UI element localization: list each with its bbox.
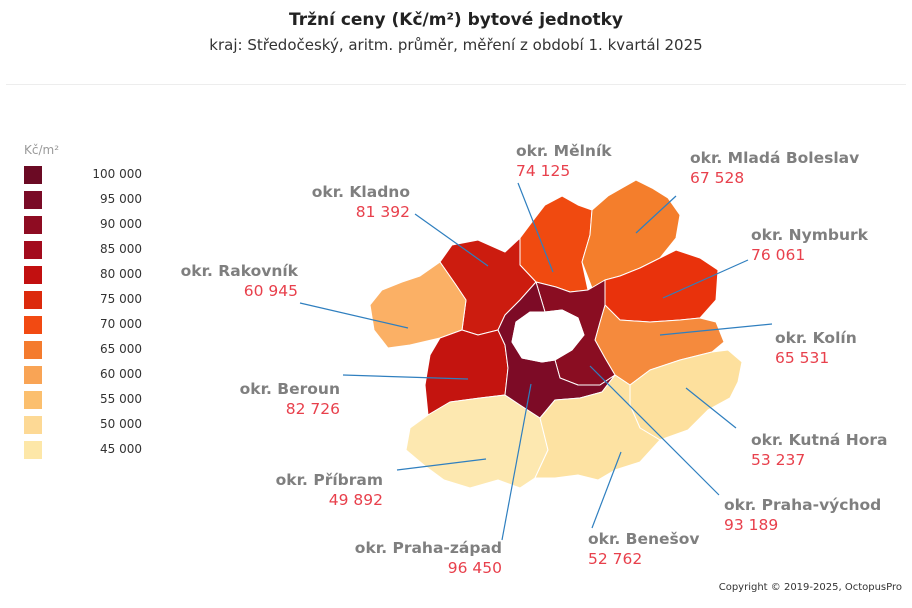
district-name: okr. Mladá Boleslav (690, 149, 859, 167)
legend-label: 80 000 (100, 267, 142, 281)
district-value: 81 392 (356, 203, 410, 221)
leader-line-praha-zapad (501, 383, 532, 541)
district-mlada-boleslav[interactable] (581, 179, 681, 289)
district-name: okr. Kladno (312, 183, 410, 201)
legend-swatch (24, 291, 42, 309)
leader-line-kladno (414, 213, 489, 267)
legend-label: 65 000 (100, 342, 142, 356)
legend-label: 85 000 (100, 242, 142, 256)
leader-line-rakovnik (299, 302, 409, 329)
district-name: okr. Mělník (516, 142, 612, 160)
district-value: 49 892 (329, 491, 383, 509)
leader-line-benesov (591, 451, 622, 529)
district-value: 82 726 (286, 400, 340, 418)
district-name: okr. Praha-východ (724, 496, 881, 514)
leader-line-melnik (517, 182, 554, 273)
legend-swatch (24, 391, 42, 409)
legend-swatch (24, 216, 42, 234)
legend-swatch (24, 191, 42, 209)
legend-swatch (24, 441, 42, 459)
district-value: 65 531 (775, 349, 829, 367)
legend-label: 95 000 (100, 192, 142, 206)
leader-line-beroun (342, 374, 469, 380)
leader-line-pribram (396, 458, 487, 471)
district-value: 74 125 (516, 162, 570, 180)
leader-line-kolin (659, 323, 773, 336)
leader-line-mlada-boleslav (635, 195, 677, 234)
legend-label: 45 000 (100, 442, 142, 456)
district-name: okr. Příbram (276, 471, 383, 489)
legend-swatch (24, 166, 42, 184)
legend-swatch (24, 241, 42, 259)
district-value: 67 528 (690, 169, 744, 187)
district-name: okr. Kolín (775, 329, 857, 347)
legend-swatch (24, 366, 42, 384)
legend-label: 90 000 (100, 217, 142, 231)
leader-line-kutna-hora (685, 387, 737, 429)
prague-area (511, 309, 585, 363)
district-value: 53 237 (751, 451, 805, 469)
legend-swatch (24, 341, 42, 359)
district-name: okr. Beroun (240, 380, 340, 398)
district-value: 93 189 (724, 516, 778, 534)
legend-swatch (24, 416, 42, 434)
header-divider (6, 84, 906, 85)
district-value: 96 450 (448, 559, 502, 577)
district-rakovnik[interactable] (369, 261, 467, 349)
legend-label: 55 000 (100, 392, 142, 406)
district-value: 60 945 (244, 282, 298, 300)
legend-swatch (24, 266, 42, 284)
district-value: 52 762 (588, 550, 642, 568)
leader-line-nymburk (662, 259, 749, 299)
district-name: okr. Nymburk (751, 226, 869, 244)
legend-swatch (24, 316, 42, 334)
copyright-notice: Copyright © 2019-2025, OctopusPro (718, 582, 902, 593)
legend-label: 70 000 (100, 317, 142, 331)
map-title: Tržní ceny (Kč/m²) bytové jednotky (288, 10, 624, 30)
district-name: okr. Kutná Hora (751, 431, 887, 449)
legend-unit: Kč/m² (24, 143, 60, 157)
legend-label: 100 000 (92, 167, 142, 181)
map-subtitle: kraj: Středočeský, aritm. průměr, měření… (209, 36, 703, 54)
leader-line-praha-vychod (589, 365, 720, 496)
legend-label: 60 000 (100, 367, 142, 381)
legend-label: 50 000 (100, 417, 142, 431)
district-value: 76 061 (751, 246, 805, 264)
district-name: okr. Rakovník (181, 262, 299, 280)
district-benesov[interactable] (534, 374, 661, 481)
district-name: okr. Praha-západ (355, 539, 502, 557)
district-name: okr. Benešov (588, 530, 700, 548)
legend-label: 75 000 (100, 292, 142, 306)
